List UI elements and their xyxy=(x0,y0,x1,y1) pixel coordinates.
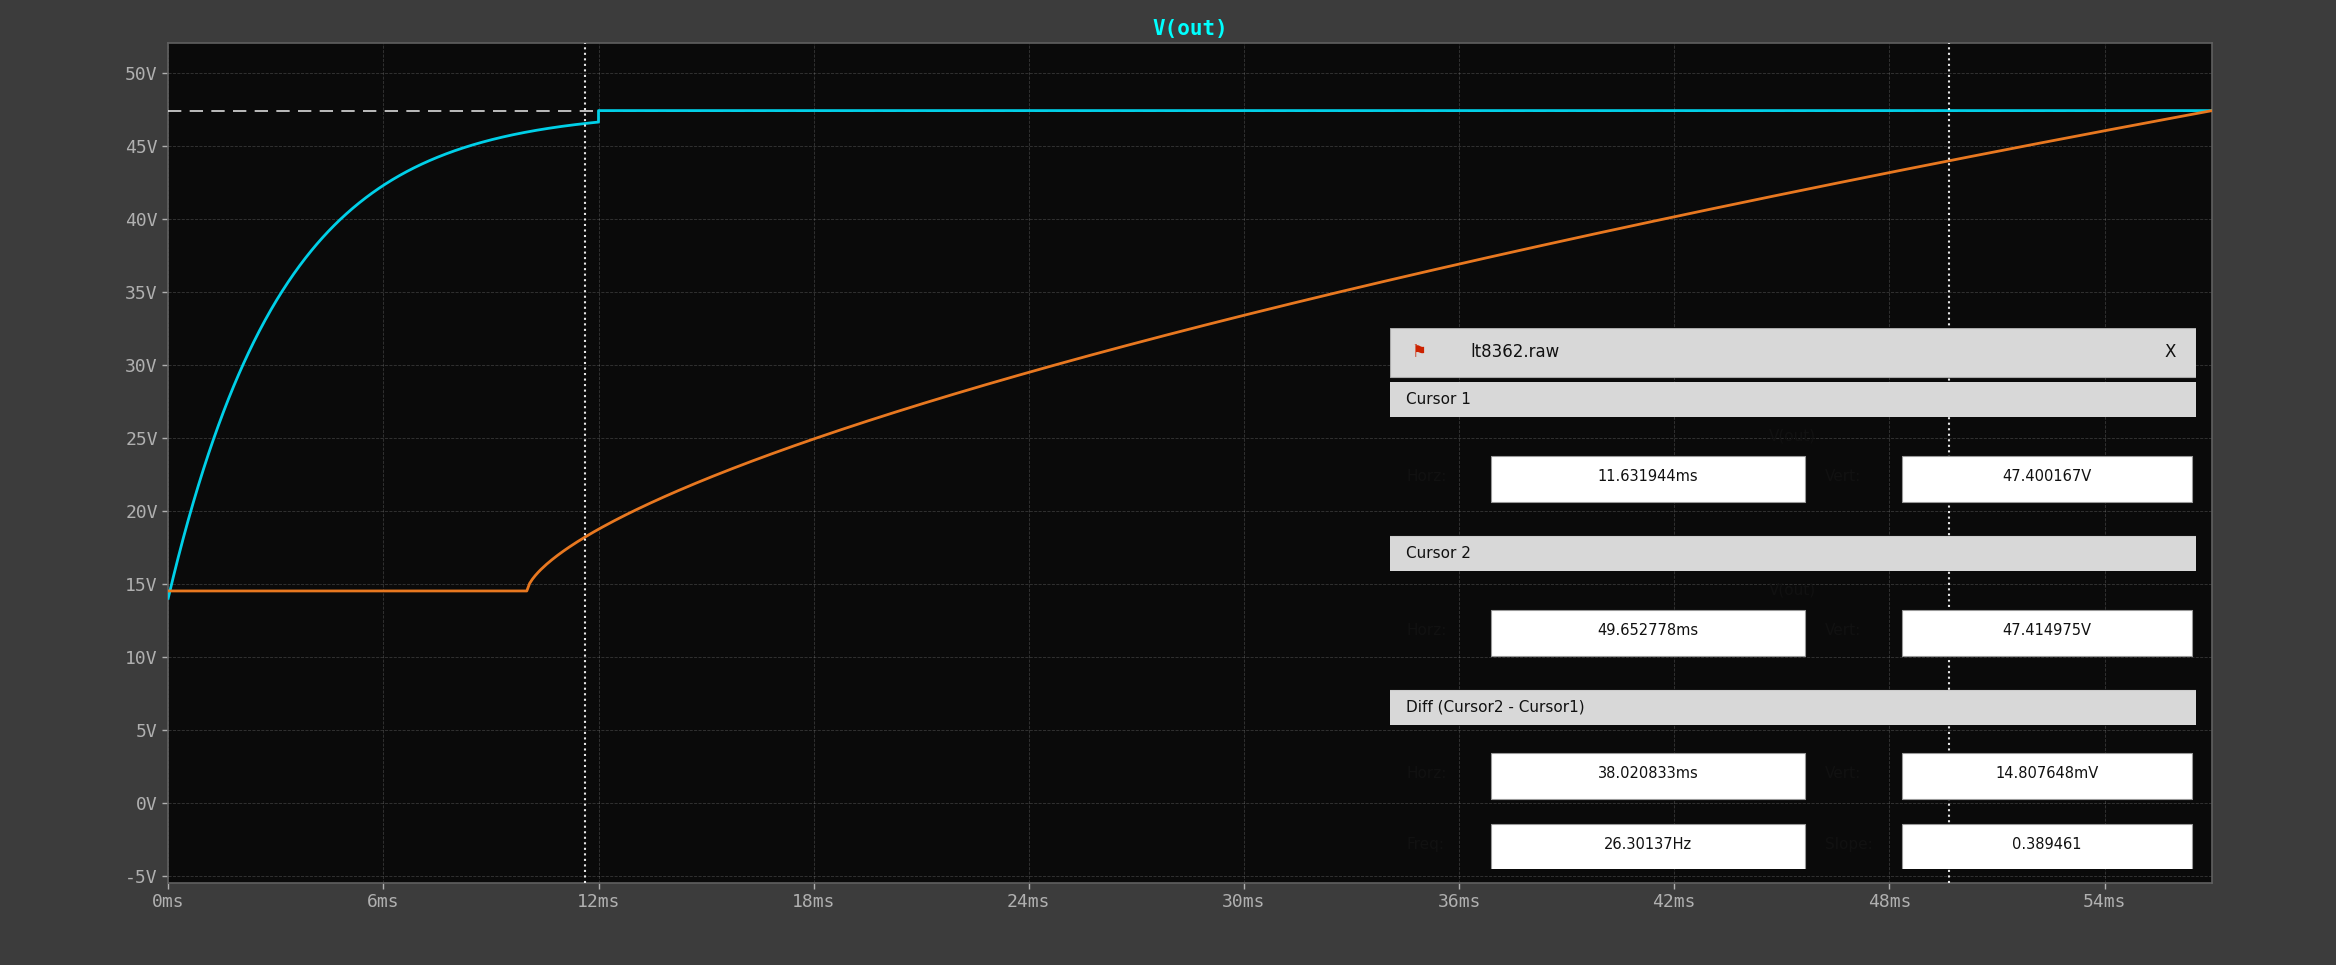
FancyBboxPatch shape xyxy=(1490,754,1806,799)
Text: Slope:: Slope: xyxy=(1824,837,1873,852)
FancyBboxPatch shape xyxy=(1490,610,1806,656)
Text: Horz:: Horz: xyxy=(1406,469,1446,484)
FancyBboxPatch shape xyxy=(1490,456,1806,502)
Text: Horz:: Horz: xyxy=(1406,623,1446,638)
Text: V(out): V(out) xyxy=(1768,583,1817,597)
FancyBboxPatch shape xyxy=(1902,824,2191,869)
Bar xyxy=(1390,690,2196,726)
FancyBboxPatch shape xyxy=(1490,824,1806,869)
Text: 47.414975V: 47.414975V xyxy=(2002,623,2091,638)
FancyBboxPatch shape xyxy=(1902,456,2191,502)
Text: lt8362.raw: lt8362.raw xyxy=(1469,344,1560,362)
FancyBboxPatch shape xyxy=(1902,754,2191,799)
Bar xyxy=(1390,382,2196,417)
Bar xyxy=(1390,328,2196,376)
Text: 49.652778ms: 49.652778ms xyxy=(1598,623,1698,638)
Text: 0.389461: 0.389461 xyxy=(2011,837,2081,852)
Text: ⚑: ⚑ xyxy=(1411,344,1425,362)
Text: 47.400167V: 47.400167V xyxy=(2002,469,2091,484)
Text: Diff (Cursor2 - Cursor1): Diff (Cursor2 - Cursor1) xyxy=(1406,700,1584,715)
Text: V(out): V(out) xyxy=(1768,428,1817,444)
FancyBboxPatch shape xyxy=(1902,610,2191,656)
Text: Vert:: Vert: xyxy=(1824,623,1862,638)
Text: Horz:: Horz: xyxy=(1406,766,1446,782)
Text: X: X xyxy=(2165,344,2175,362)
Text: Cursor 2: Cursor 2 xyxy=(1406,546,1472,561)
Text: 38.020833ms: 38.020833ms xyxy=(1598,766,1698,782)
Text: Vert:: Vert: xyxy=(1824,469,1862,484)
Text: 14.807648mV: 14.807648mV xyxy=(1995,766,2098,782)
Text: Cursor 1: Cursor 1 xyxy=(1406,392,1472,407)
Bar xyxy=(1390,537,2196,571)
Text: Vert:: Vert: xyxy=(1824,766,1862,782)
Text: Freq:: Freq: xyxy=(1406,837,1444,852)
Text: 26.30137Hz: 26.30137Hz xyxy=(1605,837,1691,852)
Title: V(out): V(out) xyxy=(1152,19,1229,40)
Text: 11.631944ms: 11.631944ms xyxy=(1598,469,1698,484)
